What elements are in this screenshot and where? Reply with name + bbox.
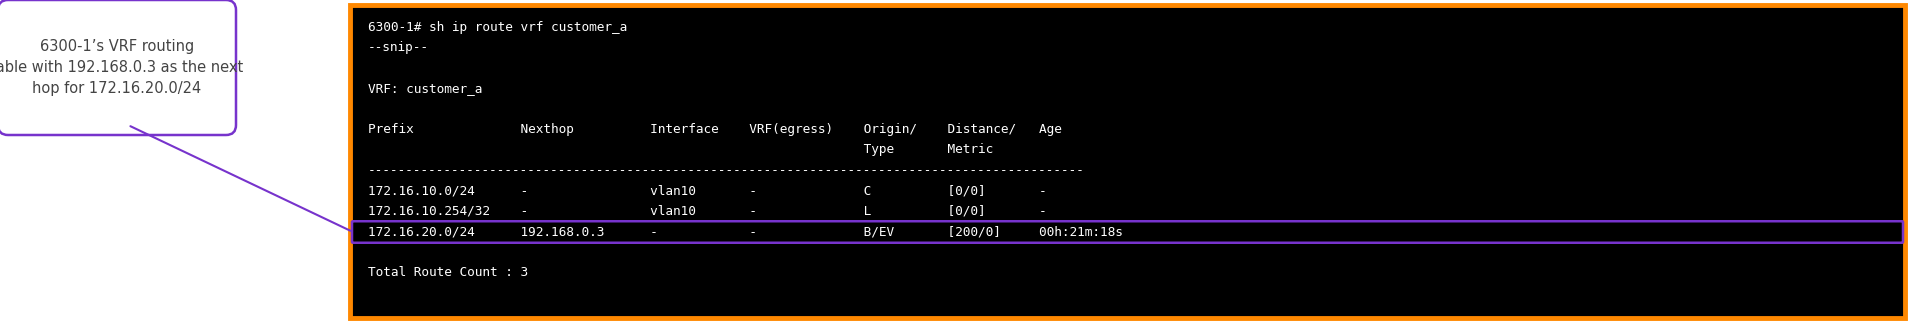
- Text: 6300-1# sh ip route vrf customer_a: 6300-1# sh ip route vrf customer_a: [367, 20, 628, 34]
- Text: Total Route Count : 3: Total Route Count : 3: [367, 266, 528, 279]
- FancyBboxPatch shape: [0, 0, 235, 135]
- FancyBboxPatch shape: [350, 5, 1904, 318]
- Text: 6300-1’s VRF routing
table with 192.168.0.3 as the next
hop for 172.16.20.0/24: 6300-1’s VRF routing table with 192.168.…: [0, 39, 243, 96]
- FancyBboxPatch shape: [352, 221, 1903, 243]
- Text: 172.16.10.0/24      -                vlan10       -              C          [0/0: 172.16.10.0/24 - vlan10 - C [0/0: [367, 184, 1047, 197]
- Text: VRF: customer_a: VRF: customer_a: [367, 82, 482, 95]
- Text: --snip--: --snip--: [367, 41, 429, 54]
- Text: Type       Metric: Type Metric: [367, 143, 993, 157]
- Text: Prefix              Nexthop          Interface    VRF(egress)    Origin/    Dist: Prefix Nexthop Interface VRF(egress) Ori…: [367, 123, 1062, 136]
- Text: 172.16.20.0/24      192.168.0.3      -            -              B/EV       [200: 172.16.20.0/24 192.168.0.3 - - B/EV [200: [367, 225, 1122, 238]
- Text: 172.16.10.254/32    -                vlan10       -              L          [0/0: 172.16.10.254/32 - vlan10 - L [0/0: [367, 205, 1047, 218]
- Text: --------------------------------------------------------------------------------: ----------------------------------------…: [367, 164, 1083, 177]
